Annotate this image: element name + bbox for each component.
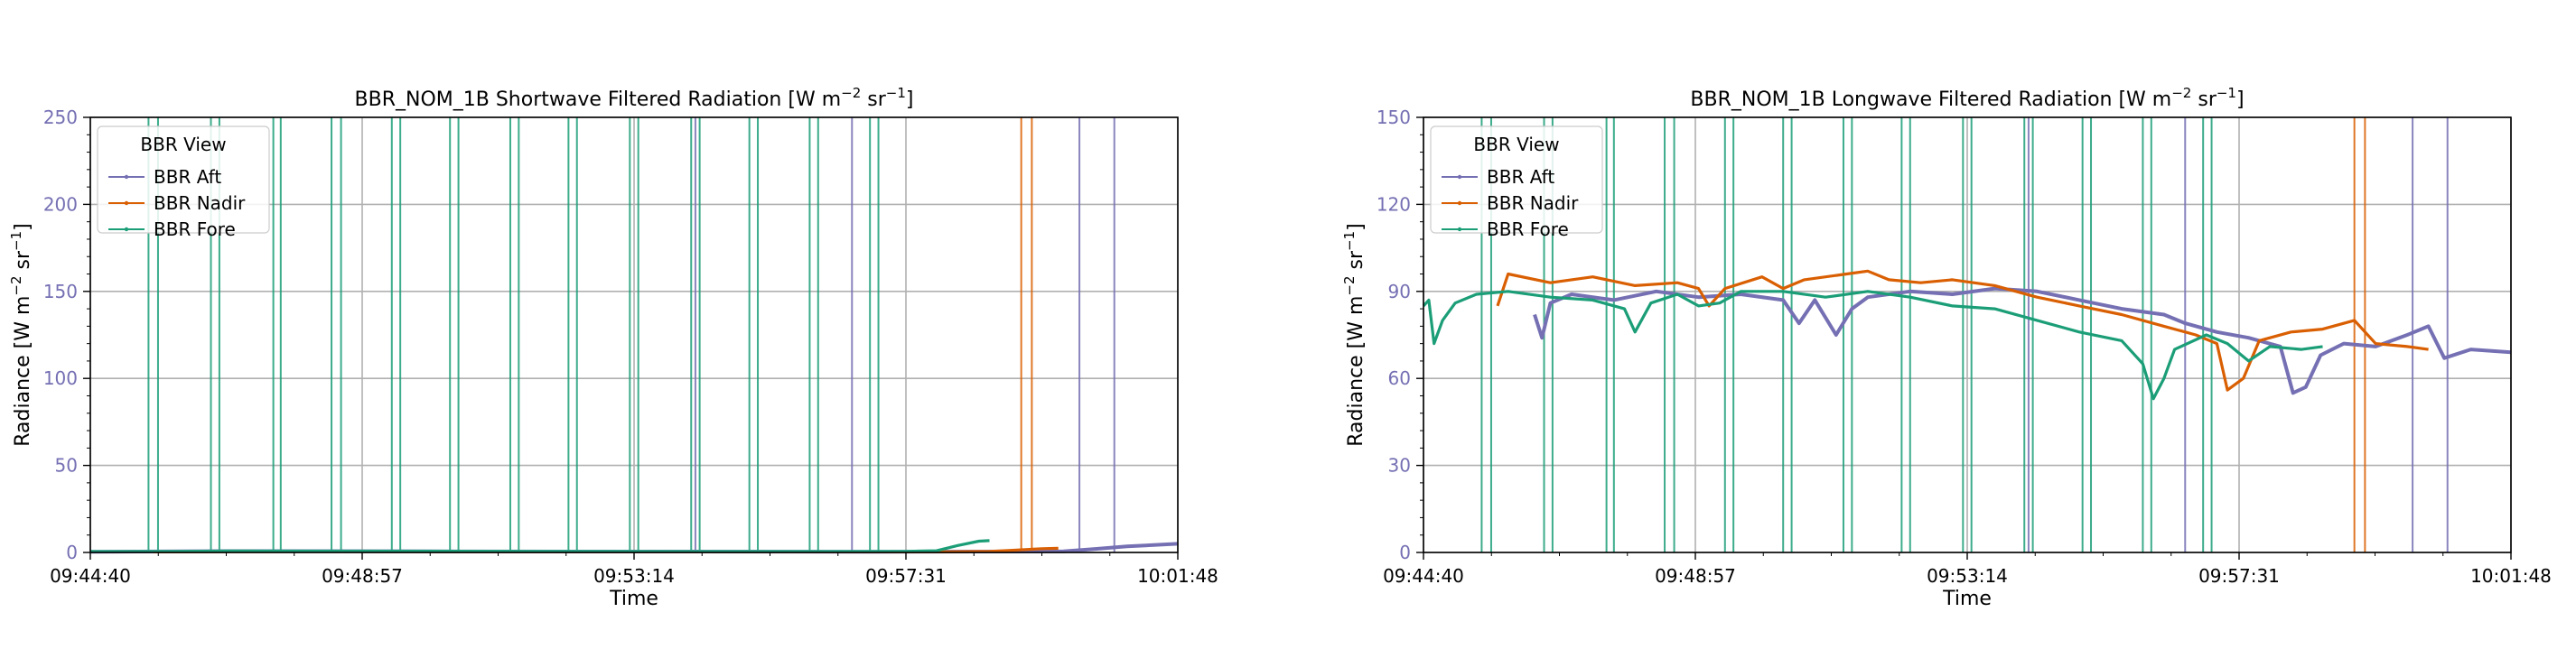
legend-label-nadir: BBR Nadir — [1487, 192, 1579, 214]
y-axis-label: Radiance [W m−2 sr−1] — [8, 223, 34, 447]
legend-marker-aft — [1457, 174, 1462, 180]
chart-title: BBR_NOM_1B Longwave Filtered Radiation [… — [1690, 85, 2244, 111]
x-tick-label: 09:53:14 — [593, 565, 675, 587]
legend-title: BBR View — [140, 134, 226, 155]
x-tick-label: 09:53:14 — [1927, 565, 2008, 587]
y-tick-label: 50 — [55, 455, 78, 477]
y-tick-label: 250 — [43, 107, 78, 128]
legend: BBR View BBR Aft BBR Nadir BBR Fore — [1430, 125, 1603, 240]
y-axis: 0 30 60 90 120 150 — [1377, 107, 1423, 563]
legend-marker-fore — [124, 227, 129, 232]
y-tick-label: 150 — [43, 281, 78, 302]
x-tick-label: 10:01:48 — [2470, 565, 2552, 587]
legend-box — [1430, 125, 1603, 234]
x-axis-label: Time — [609, 588, 658, 610]
legend-marker-nadir — [124, 200, 129, 206]
x-axis: 09:44:40 09:48:57 09:53:14 09:57:31 10:01:48 — [1383, 552, 2552, 587]
legend-box — [97, 125, 270, 234]
y-tick-label: 30 — [1388, 455, 1411, 477]
y-tick-label: 0 — [1399, 542, 1411, 563]
y-tick-label: 0 — [66, 542, 78, 563]
y-tick-label: 90 — [1388, 281, 1411, 302]
legend-label-nadir: BBR Nadir — [154, 192, 246, 214]
spike-lines — [1480, 117, 2449, 552]
series-line-fore — [1422, 290, 2323, 401]
x-tick-label: 09:57:31 — [2198, 565, 2280, 587]
series-line-fore — [89, 539, 990, 553]
series-lines — [1422, 269, 2512, 401]
x-tick-label: 09:57:31 — [865, 565, 947, 587]
legend-label-aft: BBR Aft — [1487, 166, 1554, 188]
shortwave-chart: BBR_NOM_1B Shortwave Filtered Radiation … — [8, 85, 1218, 610]
legend-label-fore: BBR Fore — [154, 218, 236, 240]
x-tick-label: 09:44:40 — [1383, 565, 1464, 587]
legend-label-fore: BBR Fore — [1487, 218, 1569, 240]
y-axis-label: Radiance [W m−2 sr−1] — [1341, 223, 1367, 447]
legend-marker-fore — [1457, 227, 1462, 232]
legend-label-aft: BBR Aft — [154, 166, 221, 188]
x-axis: 09:44:40 09:48:57 09:53:14 09:57:31 10:01:48 — [50, 552, 1218, 587]
y-axis: 0 50 100 150 200 250 — [43, 107, 90, 563]
legend-marker-nadir — [1457, 200, 1462, 206]
series-line-nadir — [1496, 269, 2429, 392]
series-line-aft — [1533, 286, 2512, 395]
legend-marker-aft — [124, 174, 129, 180]
longwave-chart: BBR_NOM_1B Longwave Filtered Radiation [… — [1341, 85, 2552, 610]
legend-title: BBR View — [1473, 134, 1559, 155]
legend: BBR View BBR Aft BBR Nadir BBR Fore — [97, 125, 270, 240]
spike-lines — [147, 117, 1115, 552]
chart-title: BBR_NOM_1B Shortwave Filtered Radiation … — [355, 85, 914, 111]
x-tick-label: 09:48:57 — [322, 565, 403, 587]
y-tick-label: 120 — [1377, 193, 1411, 215]
y-tick-label: 100 — [43, 367, 78, 389]
y-tick-label: 60 — [1388, 367, 1411, 389]
x-tick-label: 09:48:57 — [1655, 565, 1736, 587]
x-tick-label: 09:44:40 — [50, 565, 131, 587]
y-tick-label: 200 — [43, 193, 78, 215]
x-tick-label: 10:01:48 — [1137, 565, 1218, 587]
x-axis-label: Time — [1942, 588, 1992, 610]
y-tick-label: 150 — [1377, 107, 1411, 128]
